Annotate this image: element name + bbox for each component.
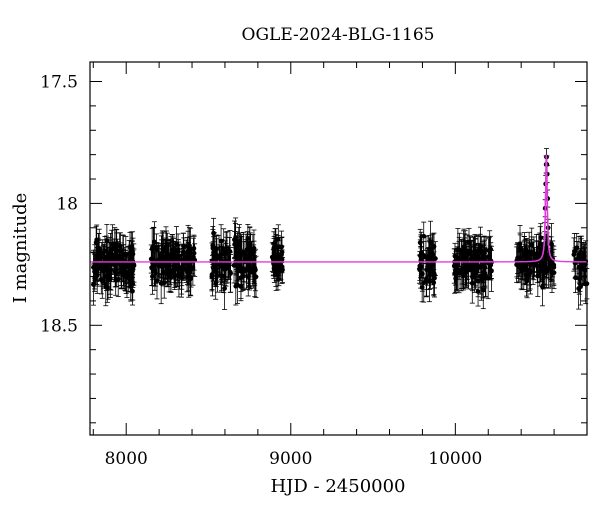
- data-point: [247, 227, 253, 265]
- data-point: [245, 250, 251, 284]
- data-point: [472, 261, 478, 293]
- model-curve: [90, 159, 588, 263]
- data-point: [184, 237, 190, 278]
- model-curve-peak: [536, 154, 557, 262]
- data-point: [156, 251, 162, 281]
- data-point: [127, 254, 133, 292]
- data-point: [481, 243, 487, 272]
- data-point: [534, 234, 540, 273]
- y-tick-label: 18: [56, 194, 78, 214]
- data-point: [175, 239, 181, 278]
- data-point: [114, 229, 120, 271]
- x-tick-label: 8000: [105, 449, 148, 469]
- data-point: [102, 236, 108, 266]
- data-point: [114, 238, 120, 273]
- data-point: [90, 249, 96, 285]
- data-point: [424, 249, 430, 290]
- chart-title: OGLE-2024-BLG-1165: [242, 25, 435, 45]
- data-point: [231, 247, 237, 284]
- x-tick-label: 10000: [428, 449, 482, 469]
- data-point: [180, 254, 186, 281]
- data-point: [235, 253, 241, 288]
- data-point: [128, 258, 134, 302]
- data-point: [523, 238, 529, 277]
- data-point: [577, 265, 583, 292]
- data-point: [432, 258, 438, 298]
- data-point: [543, 246, 549, 274]
- data-point: [151, 227, 157, 265]
- data-point: [477, 246, 483, 289]
- data-point: [270, 242, 276, 277]
- data-point: [232, 231, 238, 258]
- data-point: [421, 262, 427, 303]
- data-point: [98, 249, 104, 287]
- data-point: [529, 249, 535, 280]
- y-axis: 17.5 18 18.5: [40, 73, 587, 424]
- data-point: [250, 255, 256, 287]
- x-tick-label: 9000: [269, 449, 312, 469]
- data-points-layer: [90, 148, 590, 310]
- data-point: [419, 237, 425, 278]
- data-point: [168, 236, 174, 278]
- data-point: [279, 249, 285, 285]
- data-point: [219, 248, 225, 283]
- y-axis-label: I magnitude: [10, 193, 31, 304]
- data-point: [486, 236, 492, 280]
- data-point: [106, 237, 112, 270]
- data-point: [551, 256, 557, 290]
- data-point: [461, 258, 467, 291]
- x-axis: 8000 9000 10000: [92, 62, 588, 469]
- y-tick-label: 18.5: [40, 316, 78, 336]
- data-point: [92, 254, 98, 285]
- data-point: [458, 251, 464, 289]
- data-point: [223, 236, 229, 270]
- data-point: [253, 255, 259, 298]
- data-point: [527, 240, 533, 270]
- data-point: [123, 251, 129, 294]
- data-point: [216, 234, 222, 278]
- data-point: [421, 221, 427, 251]
- data-point: [108, 249, 114, 291]
- plot-frame: [89, 61, 588, 436]
- y-tick-label: 17.5: [40, 73, 78, 93]
- data-point: [236, 226, 242, 259]
- data-point: [149, 258, 155, 295]
- data-point: [426, 241, 432, 276]
- data-point: [119, 245, 125, 273]
- data-point: [453, 251, 459, 279]
- data-point: [211, 252, 217, 286]
- data-point: [190, 249, 196, 286]
- x-axis-label: HJD - 2450000: [270, 476, 405, 497]
